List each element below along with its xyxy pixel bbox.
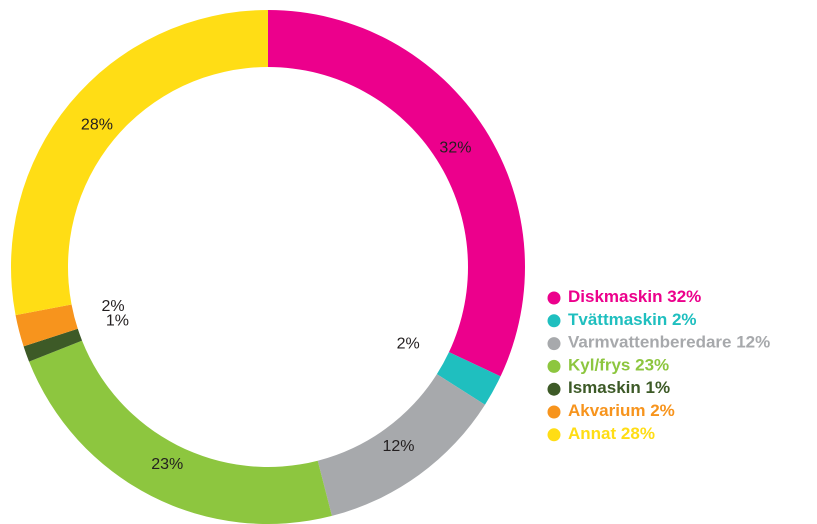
- legend-dot: [547, 337, 561, 351]
- donut-slice: [29, 340, 332, 524]
- slice-label: 28%: [81, 117, 113, 134]
- slice-label: 23%: [151, 456, 183, 473]
- legend-value: 23%: [635, 356, 669, 375]
- legend-category: Ismaskin: [568, 379, 641, 398]
- legend-dot: [547, 291, 561, 305]
- slice-label: 2%: [397, 335, 420, 352]
- donut-slice: [10, 10, 268, 316]
- donut-slice: [268, 10, 525, 377]
- legend-dot: [547, 428, 561, 442]
- legend-dot: [547, 382, 561, 396]
- legend-category: Tvättmaskin: [568, 310, 667, 329]
- legend-category: Akvarium: [568, 401, 645, 420]
- legend-category: Annat: [568, 424, 617, 443]
- slice-label: 1%: [106, 312, 129, 329]
- slice-label: 2%: [101, 298, 124, 315]
- legend-entry: Varmvattenberedare 12%: [568, 333, 770, 352]
- donut-slice: [317, 374, 485, 516]
- legend-category: Diskmaskin: [568, 287, 663, 306]
- legend-category: Varmvattenberedare: [568, 333, 731, 352]
- legend-dot: [547, 405, 561, 419]
- slice-label: 32%: [439, 139, 471, 156]
- legend-dot: [547, 314, 561, 328]
- legend-value: 28%: [621, 424, 655, 443]
- legend-entry: Kyl/frys 23%: [568, 356, 669, 375]
- legend-value: 32%: [667, 287, 701, 306]
- legend-value: 12%: [736, 333, 770, 352]
- donut-slice: [15, 304, 78, 347]
- legend-entry: Tvättmaskin 2%: [568, 310, 697, 329]
- legend-entry: Annat 28%: [568, 424, 655, 443]
- legend-entry: Akvarium 2%: [568, 401, 675, 420]
- legend-entry: Diskmaskin 32%: [568, 287, 701, 306]
- slice-label: 12%: [382, 438, 414, 455]
- donut-slice: [23, 328, 83, 362]
- legend-category: Kyl/frys: [568, 356, 630, 375]
- legend-value: 1%: [646, 379, 671, 398]
- legend-value: 2%: [672, 310, 697, 329]
- legend-value: 2%: [650, 401, 675, 420]
- legend-dot: [547, 359, 561, 373]
- donut-slice: [436, 352, 501, 405]
- legend-entry: Ismaskin 1%: [568, 379, 670, 398]
